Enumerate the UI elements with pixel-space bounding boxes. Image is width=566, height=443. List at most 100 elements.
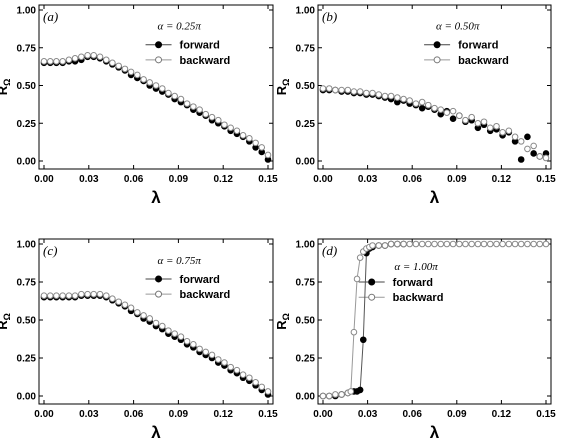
legend-label-forward: forward — [180, 40, 220, 52]
x-tick-label: 0.09 — [447, 409, 467, 420]
data-point-backward — [252, 379, 259, 386]
data-point-backward — [202, 348, 210, 356]
data-point-backward — [227, 363, 234, 371]
data-point-backward — [59, 58, 66, 65]
data-point-backward — [53, 58, 60, 65]
y-tick-label: 0.50 — [17, 316, 37, 327]
legend-marker — [155, 56, 163, 64]
data-point-backward — [239, 371, 247, 379]
legend-label-forward: forward — [393, 277, 433, 289]
data-point-backward — [319, 392, 327, 400]
y-tick-label: 0.25 — [296, 119, 316, 130]
y-tick-label: 1.00 — [17, 6, 37, 17]
data-point-backward — [542, 154, 550, 162]
data-point-backward — [158, 322, 166, 330]
data-point-backward — [338, 86, 345, 94]
y-tick-label: 0.25 — [17, 119, 37, 130]
data-point-backward — [381, 242, 389, 249]
data-point-backward — [214, 356, 222, 363]
data-point-backward — [90, 290, 98, 298]
x-tick-label: 0.03 — [79, 409, 99, 420]
data-point-backward — [171, 92, 178, 100]
data-point-backward — [338, 391, 345, 398]
y-tick-label: 1.00 — [17, 240, 37, 251]
data-point-backward — [353, 275, 361, 283]
x-tick-label: 0.03 — [358, 174, 378, 185]
data-point-backward — [127, 304, 135, 312]
data-point-backward — [84, 52, 91, 59]
x-tick-label: 0.06 — [124, 174, 144, 185]
y-tick-label: 0.00 — [296, 157, 316, 168]
data-point-backward — [134, 309, 141, 316]
data-point-backward — [350, 328, 358, 336]
y-tick-label: 0.50 — [17, 81, 37, 92]
data-point-backward — [443, 240, 451, 248]
legend-marker — [433, 56, 441, 64]
data-point-backward — [46, 58, 54, 65]
legend-marker — [368, 293, 376, 301]
data-point-backward — [102, 56, 110, 64]
y-axis-label-main: R — [274, 320, 289, 330]
data-point-backward — [493, 122, 500, 130]
x-axis-label: λ — [430, 188, 440, 207]
data-point-backward — [356, 254, 364, 261]
legend-marker — [155, 290, 163, 298]
data-point-backward — [363, 89, 370, 97]
data-point-backward — [375, 91, 383, 98]
data-point-backward — [486, 124, 494, 132]
data-point-backward — [171, 330, 178, 337]
data-point-backward — [96, 53, 104, 61]
data-point-backward — [109, 59, 116, 67]
data-point-forward — [449, 115, 457, 123]
panel-c: 0.00 0.03 0.06 0.09 0.12 0.15 0.00 0.25 0.50 0.75… — [0, 238, 278, 442]
y-axis-label: RΩ — [0, 79, 12, 96]
plot-frame — [38, 4, 274, 170]
data-point-backward — [412, 240, 420, 248]
data-point-backward — [78, 290, 85, 298]
x-axis-label: λ — [430, 423, 440, 442]
legend-label-forward: forward — [458, 40, 498, 52]
data-point-backward — [165, 89, 172, 97]
y-axis-label-main: R — [0, 320, 10, 330]
data-point-backward — [127, 68, 135, 76]
data-point-backward — [480, 240, 488, 248]
data-point-backward — [177, 333, 185, 341]
data-point-backward — [536, 240, 544, 248]
data-point-backward — [221, 359, 228, 366]
legend-marker — [433, 41, 441, 49]
data-point-backward — [190, 341, 197, 348]
data-point-backward — [418, 98, 426, 106]
data-point-backward — [462, 116, 469, 124]
data-point-backward — [499, 240, 506, 248]
data-point-backward — [90, 52, 98, 59]
data-point-backward — [152, 82, 160, 89]
data-point-backward — [40, 292, 48, 299]
data-point-backward — [406, 240, 413, 248]
legend-label-backward: backward — [180, 55, 231, 67]
data-point-backward — [356, 88, 364, 95]
y-tick-label: 0.75 — [296, 278, 316, 289]
legend-label-backward: backward — [393, 292, 444, 304]
data-point-backward — [462, 240, 469, 248]
x-tick-label: 0.00 — [34, 174, 54, 185]
data-point-backward — [152, 319, 160, 327]
x-tick-label: 0.03 — [358, 409, 378, 420]
data-point-backward — [400, 240, 407, 248]
data-point-backward — [437, 106, 445, 113]
data-point-backward — [208, 113, 216, 121]
data-point-backward — [227, 124, 234, 132]
data-point-backward — [424, 101, 432, 109]
data-point-backward — [505, 240, 513, 248]
y-tick-label: 0.00 — [17, 157, 37, 168]
data-point-backward — [196, 106, 203, 113]
x-tick-label: 0.06 — [402, 174, 422, 185]
data-point-backward — [196, 345, 203, 353]
legend-marker — [368, 278, 376, 286]
data-point-backward — [431, 240, 438, 248]
data-point-backward — [542, 240, 550, 248]
data-point-backward — [400, 95, 407, 103]
data-point-backward — [140, 312, 147, 319]
data-point-backward — [115, 62, 122, 70]
data-point-forward — [517, 156, 525, 163]
data-point-backward — [511, 240, 519, 248]
